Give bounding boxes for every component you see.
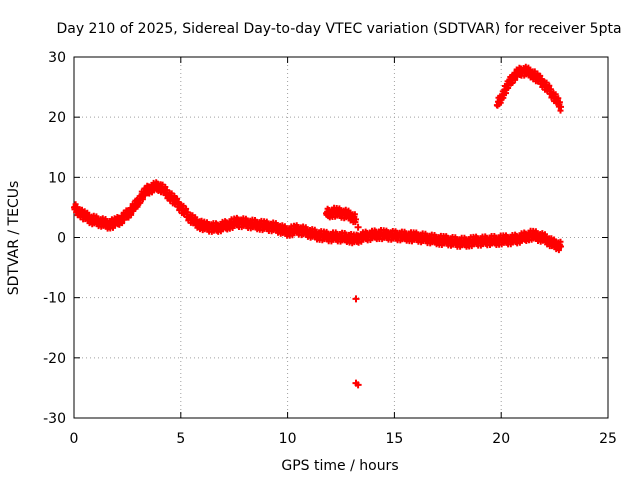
y-tick-label: -20 — [43, 351, 66, 367]
data-point — [546, 82, 553, 89]
x-tick-labels: 0 5 10 15 20 25 — [70, 431, 617, 447]
x-tick-label: 5 — [176, 431, 185, 447]
x-tick-label: 0 — [70, 431, 79, 447]
chart-title: Day 210 of 2025, Sidereal Day-to-day VTE… — [56, 21, 621, 37]
x-tick-label: 20 — [492, 431, 510, 447]
data-point — [556, 99, 563, 106]
y-axis-label: SDTVAR / TECUs — [6, 181, 22, 296]
data-point — [162, 184, 169, 190]
data-point — [352, 295, 360, 303]
y-tick-label: 20 — [48, 110, 66, 126]
x-tick-label: 25 — [599, 431, 617, 447]
data-point — [353, 216, 359, 223]
data-point — [543, 79, 550, 86]
data-point — [174, 195, 181, 202]
data-point — [552, 91, 559, 98]
data-point — [352, 379, 360, 387]
y-tick-label: 30 — [48, 50, 66, 66]
y-tick-label: -30 — [43, 411, 66, 427]
data-point — [547, 86, 554, 93]
x-tick-label: 10 — [279, 431, 297, 447]
x-axis-label: GPS time / hours — [281, 458, 398, 474]
data-point — [558, 103, 564, 110]
axis-ticks — [73, 56, 609, 419]
y-tick-label: 0 — [57, 231, 66, 247]
data-point — [537, 72, 544, 79]
x-tick-label: 15 — [385, 431, 403, 447]
data-point — [558, 243, 564, 250]
y-tick-label: 10 — [48, 170, 66, 186]
y-tick-labels: 30 20 10 0 -10 -20 -30 — [43, 50, 66, 427]
data-point — [354, 223, 362, 231]
data-points — [71, 63, 564, 389]
grid-lines — [74, 57, 608, 418]
data-point — [555, 95, 562, 102]
data-point — [183, 205, 190, 212]
data-point — [351, 211, 358, 218]
y-tick-label: -10 — [43, 291, 66, 307]
